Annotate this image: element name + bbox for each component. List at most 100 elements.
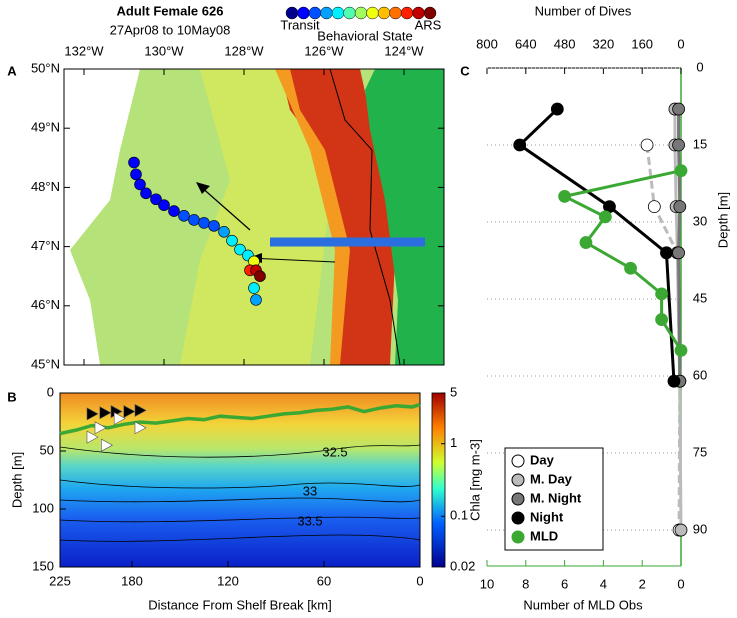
dive-marker: [134, 421, 147, 435]
colorbar-label: Transit: [280, 17, 320, 32]
y-tick-label: 90: [693, 521, 707, 536]
y-axis-title: Depth [m]: [9, 452, 24, 508]
subtitle: 27Apr08 to 10May08: [110, 22, 231, 37]
x-tick-label: 132°W: [64, 43, 104, 58]
panel-label: A: [7, 63, 17, 78]
y-axis-title: Depth [m]: [715, 192, 730, 248]
contour-label: 33: [303, 483, 317, 498]
x-tick-label: 480: [554, 36, 576, 51]
colorbar-tick-label: 0.02: [450, 558, 475, 573]
x-tick-label: 225: [49, 573, 71, 588]
colorbar-title: Behavioral State: [317, 28, 412, 43]
legend-label: Night: [530, 509, 564, 524]
state-swatch: [389, 6, 402, 20]
series-point: [624, 261, 637, 275]
track-point: [254, 270, 266, 283]
colorbar-label: ARS: [415, 17, 442, 32]
track-point: [198, 217, 210, 229]
x-tick-label: 800: [476, 36, 498, 51]
y-tick-label: 50°N: [31, 60, 60, 75]
colorbar-tick-label: 0.1: [450, 508, 468, 523]
dive-marker: [86, 407, 99, 421]
legend-marker: [511, 511, 525, 525]
contour-frame: [59, 392, 421, 568]
state-swatch: [320, 6, 333, 20]
track-point: [250, 294, 262, 306]
x-axis-title: Number of Dives: [535, 3, 632, 18]
legend-marker: [511, 530, 525, 544]
y-tick-label: 45: [693, 290, 707, 305]
series-point: [672, 102, 685, 116]
dive-marker: [101, 438, 114, 452]
y-tick-label: 15: [693, 136, 707, 151]
track-point: [150, 193, 162, 206]
x-tick-label: 160: [631, 36, 653, 51]
series-point: [579, 236, 593, 249]
series-point: [550, 102, 564, 116]
y-tick-label: 46°N: [31, 297, 60, 312]
dive-marker: [94, 421, 107, 435]
track-point: [134, 178, 146, 191]
track-point: [168, 205, 180, 217]
panel-label: B: [7, 389, 16, 404]
contour-label: 33.5: [297, 513, 322, 528]
legend-label: M. Night: [530, 490, 582, 505]
y-tick-label: 100: [32, 500, 54, 515]
state-swatch: [354, 6, 368, 20]
x2-tick-label: 6: [561, 576, 568, 591]
x2-tick-label: 10: [480, 576, 494, 591]
series-point: [672, 246, 685, 260]
y-tick-label: 0: [696, 59, 703, 74]
y-tick-label: 150: [32, 558, 54, 573]
chl-colorbar: [431, 392, 446, 568]
y-tick-label: 75: [693, 444, 707, 459]
y-tick-label: 45°N: [31, 356, 60, 371]
series-point: [674, 164, 688, 178]
legend-label: MLD: [530, 528, 558, 543]
series-point: [513, 138, 527, 152]
series-point: [558, 189, 571, 203]
legend-marker: [511, 473, 525, 487]
track-point: [248, 282, 260, 294]
series-point: [672, 138, 685, 152]
x-tick-label: 128°W: [224, 43, 264, 58]
track-point: [218, 226, 230, 238]
track-point: [188, 214, 200, 226]
dive-marker: [123, 405, 136, 419]
track-point: [158, 199, 170, 211]
x2-axis-title: Number of MLD Obs: [523, 597, 643, 612]
colorbar-tick-label: 1: [450, 435, 457, 450]
track-point: [178, 210, 190, 222]
series-point: [598, 210, 612, 224]
state-swatch: [343, 6, 356, 20]
track-point: [130, 168, 142, 181]
series-point: [647, 200, 661, 214]
legend-marker: [511, 454, 525, 468]
series-point: [655, 313, 668, 326]
x2-tick-label: 4: [600, 576, 607, 591]
x2-tick-label: 2: [639, 576, 646, 591]
x-tick-label: 60: [317, 573, 331, 588]
map-frame: [63, 68, 445, 366]
contour-label: 32.5: [322, 444, 347, 459]
series-point: [667, 374, 681, 388]
x-tick-label: 126°W: [304, 43, 344, 58]
x-tick-label: 130°W: [144, 43, 184, 58]
x-axis-title: Distance From Shelf Break [km]: [148, 597, 332, 612]
series-point: [674, 343, 688, 357]
y-tick-label: 0: [47, 384, 54, 399]
panel-label: C: [460, 63, 470, 78]
y-tick-label: 48°N: [31, 179, 60, 194]
x-tick-label: 0: [416, 573, 423, 588]
track-point: [208, 220, 220, 232]
contour-lines: [59, 444, 421, 542]
state-swatch: [377, 6, 391, 20]
series-point: [673, 200, 687, 214]
state-swatch: [423, 6, 437, 20]
state-swatch: [331, 6, 345, 20]
track-point: [226, 234, 238, 247]
dive-marker: [134, 403, 147, 417]
series-point: [640, 138, 654, 152]
legend-marker: [511, 492, 525, 506]
